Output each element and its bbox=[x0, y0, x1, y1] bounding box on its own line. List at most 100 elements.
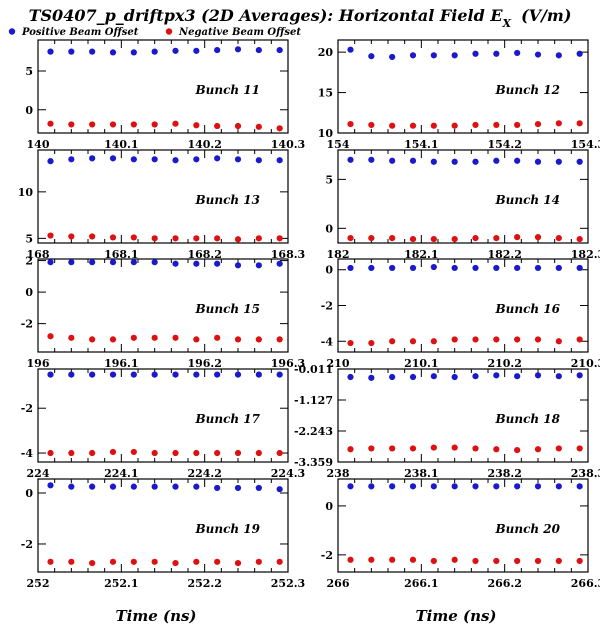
point-positive bbox=[430, 373, 437, 380]
point-positive bbox=[68, 156, 75, 163]
point-negative bbox=[347, 339, 354, 347]
x-tick-label: 140.1 bbox=[104, 138, 138, 151]
point-positive bbox=[409, 264, 417, 272]
x-tick-label: 168.3 bbox=[271, 248, 305, 261]
point-positive bbox=[130, 156, 137, 163]
panel-4: 182 182.1 182.2 182.3 5 0 Bunch 14 bbox=[325, 149, 600, 261]
point-negative bbox=[89, 559, 96, 567]
point-negative bbox=[276, 125, 283, 132]
point-positive bbox=[389, 373, 396, 381]
point-positive bbox=[89, 483, 96, 490]
point-negative bbox=[193, 449, 200, 457]
point-positive bbox=[172, 157, 179, 164]
x-tick-label: 238.3 bbox=[571, 467, 600, 480]
point-negative bbox=[255, 558, 262, 565]
point-positive bbox=[172, 260, 179, 267]
point-negative bbox=[234, 449, 242, 457]
x-tick-label: 154.3 bbox=[571, 138, 600, 151]
point-positive bbox=[193, 47, 200, 54]
point-negative bbox=[368, 556, 375, 563]
point-negative bbox=[172, 559, 179, 567]
point-negative bbox=[430, 444, 437, 451]
point-negative bbox=[514, 446, 521, 454]
panel-1: 140 140.1 140.2 140.3 5 0 Bunch 11 bbox=[25, 39, 305, 151]
point-negative bbox=[472, 557, 479, 565]
point-negative bbox=[234, 122, 242, 130]
point-negative bbox=[430, 557, 437, 565]
point-positive bbox=[172, 371, 179, 378]
point-negative bbox=[368, 235, 375, 242]
point-positive bbox=[151, 259, 158, 266]
panel-6: 210 210.1 210.2 210.3 0 -2 -4 Bunch 16 bbox=[321, 258, 600, 370]
point-negative bbox=[368, 121, 375, 129]
point-negative bbox=[347, 121, 354, 128]
point-negative bbox=[534, 121, 542, 128]
point-negative bbox=[68, 121, 75, 128]
point-positive bbox=[555, 158, 562, 165]
point-positive bbox=[255, 46, 262, 54]
point-negative bbox=[234, 236, 242, 243]
point-positive bbox=[576, 264, 583, 272]
point-positive bbox=[409, 52, 417, 59]
point-negative bbox=[430, 122, 437, 129]
point-positive bbox=[130, 49, 137, 56]
point-positive bbox=[109, 483, 117, 490]
point-negative bbox=[47, 449, 54, 457]
x-tick-label: 182.2 bbox=[487, 248, 521, 261]
point-negative bbox=[214, 235, 221, 242]
y-tick-label: -2 bbox=[21, 318, 33, 331]
point-positive bbox=[514, 49, 521, 57]
point-negative bbox=[109, 448, 117, 456]
point-positive bbox=[451, 483, 458, 490]
panel-label: Bunch 14 bbox=[495, 193, 561, 207]
point-positive bbox=[89, 371, 96, 378]
point-negative bbox=[109, 121, 117, 128]
point-positive bbox=[234, 262, 242, 269]
point-positive bbox=[534, 483, 542, 490]
point-negative bbox=[534, 446, 542, 453]
point-positive bbox=[555, 52, 562, 59]
point-negative bbox=[368, 339, 375, 347]
plot-frame bbox=[37, 258, 289, 353]
point-negative bbox=[193, 122, 200, 129]
point-negative bbox=[151, 449, 158, 457]
panel-label: Bunch 12 bbox=[495, 83, 561, 97]
plot-frame bbox=[337, 149, 589, 244]
point-positive bbox=[451, 373, 458, 381]
y-tick-label: -4 bbox=[21, 447, 34, 460]
point-positive bbox=[534, 264, 542, 272]
point-positive bbox=[89, 259, 96, 266]
point-positive bbox=[576, 158, 583, 165]
x-tick-label: 210.3 bbox=[571, 357, 600, 370]
x-tick-label: 210.2 bbox=[487, 357, 521, 370]
point-positive bbox=[276, 157, 283, 164]
point-negative bbox=[214, 558, 221, 565]
legend-marker-negative bbox=[165, 28, 173, 35]
point-positive bbox=[255, 484, 262, 492]
point-positive bbox=[430, 52, 437, 59]
point-negative bbox=[68, 558, 75, 565]
point-negative bbox=[472, 445, 479, 452]
point-positive bbox=[130, 483, 137, 490]
x-tick-label: 238 bbox=[327, 467, 350, 480]
point-positive bbox=[109, 49, 117, 56]
point-positive bbox=[47, 482, 54, 489]
x-tick-label: 238.1 bbox=[404, 467, 438, 480]
point-positive bbox=[214, 46, 221, 54]
x-tick-label: 140 bbox=[27, 138, 50, 151]
y-tick-label: -3.359 bbox=[294, 456, 333, 469]
point-negative bbox=[214, 122, 221, 130]
y-tick-label: 0 bbox=[325, 500, 333, 513]
point-negative bbox=[347, 446, 354, 453]
point-positive bbox=[409, 373, 417, 381]
point-negative bbox=[472, 121, 479, 129]
point-negative bbox=[130, 448, 137, 456]
point-negative bbox=[555, 120, 562, 127]
point-negative bbox=[534, 557, 542, 565]
y-tick-label: 0 bbox=[25, 286, 33, 299]
x-tick-label: 224.2 bbox=[187, 467, 221, 480]
y-tick-label: 0 bbox=[25, 104, 33, 117]
panel-7: 224 224.1 224.2 224.3 -2 -4 Bunch 17 bbox=[21, 368, 305, 480]
point-negative bbox=[451, 556, 458, 563]
point-positive bbox=[451, 52, 458, 59]
